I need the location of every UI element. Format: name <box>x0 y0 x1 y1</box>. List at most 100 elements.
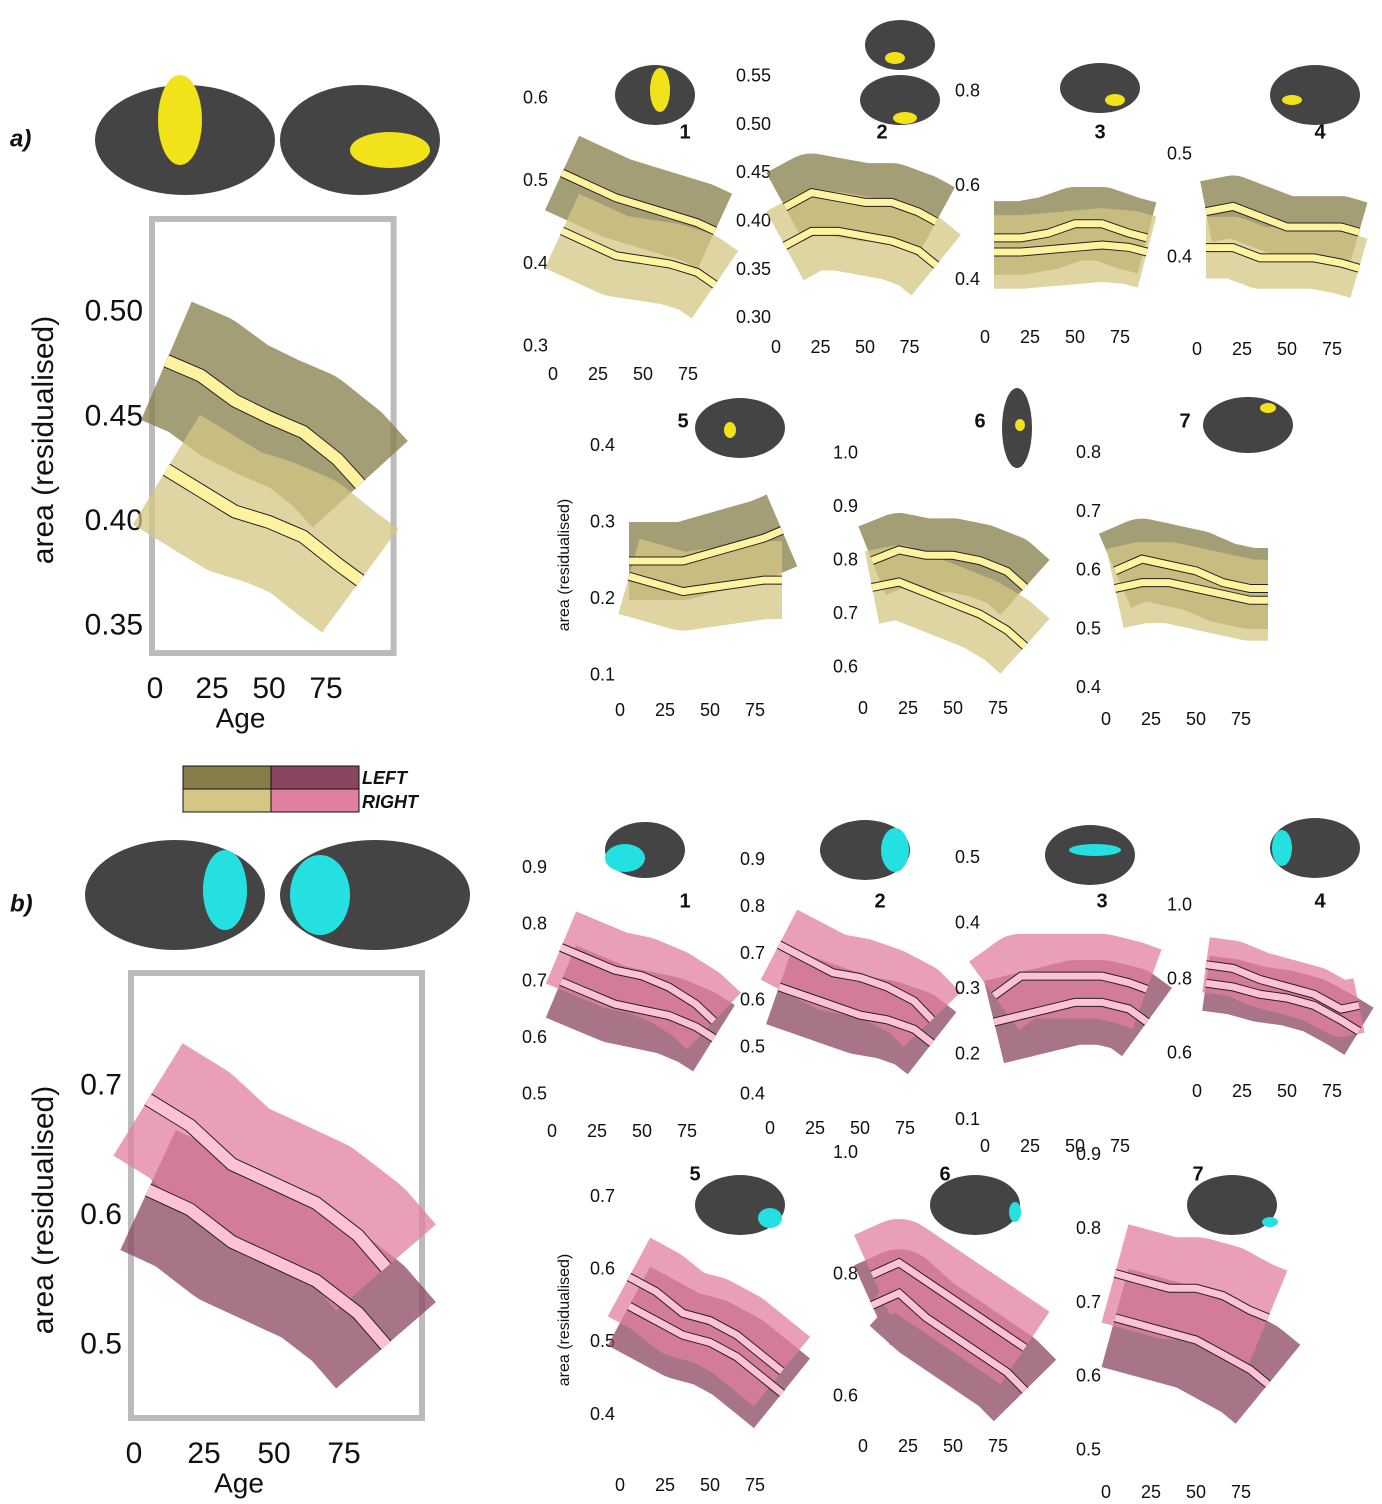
legend-swatch <box>183 766 271 789</box>
brain-icon <box>860 75 940 125</box>
brain-icon <box>1060 63 1140 113</box>
y-tick-label: 0.7 <box>1076 501 1101 521</box>
y-tick-label: 0.3 <box>955 978 980 998</box>
panel-number: 1 <box>679 890 690 912</box>
x-tick-label: 25 <box>1141 709 1161 729</box>
x-tick-label: 25 <box>1141 1482 1161 1502</box>
x-tick-label: 0 <box>765 1118 775 1138</box>
panel-number: 1 <box>679 121 690 143</box>
brain-icon <box>85 840 265 950</box>
y-tick-label: 0.45 <box>736 162 771 182</box>
y-axis-label: area (residualised) <box>27 316 60 564</box>
x-tick-label: 0 <box>548 364 558 384</box>
y-tick-label: 0.5 <box>80 1327 122 1360</box>
y-tick-label: 0.5 <box>1076 618 1101 638</box>
x-tick-label: 50 <box>943 1436 963 1456</box>
y-tick-label: 0.5 <box>522 1084 547 1104</box>
brain-region <box>885 52 905 64</box>
x-tick-label: 25 <box>655 1475 675 1495</box>
y-tick-label: 0.4 <box>590 435 615 455</box>
y-tick-label: 0.6 <box>833 656 858 676</box>
y-tick-label: 0.7 <box>740 943 765 963</box>
y-tick-label: 0.2 <box>590 588 615 608</box>
x-tick-label: 50 <box>700 700 720 720</box>
y-tick-label: 0.6 <box>833 1385 858 1405</box>
x-tick-label: 75 <box>988 698 1008 718</box>
y-tick-label: 1.0 <box>833 442 858 462</box>
brain-region <box>650 68 670 112</box>
x-tick-label: 75 <box>309 672 342 705</box>
y-tick-label: 0.55 <box>736 65 771 85</box>
point-cloud <box>872 582 1025 646</box>
y-tick-label: 0.9 <box>833 496 858 516</box>
y-tick-label: 0.6 <box>1167 1042 1192 1062</box>
brain-icon <box>1002 388 1032 468</box>
x-tick-label: 50 <box>700 1475 720 1495</box>
x-tick-label: 50 <box>1186 709 1206 729</box>
x-tick-label: 50 <box>1065 327 1085 347</box>
x-tick-label: 75 <box>745 700 765 720</box>
y-tick-label: 0.40 <box>736 210 771 230</box>
legend-swatch <box>271 766 359 789</box>
brain-surface <box>695 398 785 458</box>
y-tick-label: 0.6 <box>740 990 765 1010</box>
brain-icon <box>695 398 785 458</box>
brain-region <box>881 828 909 872</box>
x-tick-label: 0 <box>615 700 625 720</box>
brain-icon <box>95 75 275 195</box>
panel-number: 3 <box>1094 121 1105 143</box>
brain-icon <box>1270 818 1360 878</box>
x-tick-label: 25 <box>1232 339 1252 359</box>
y-tick-label: 0.8 <box>955 81 980 101</box>
brain-icon <box>1203 397 1293 453</box>
brain-icon <box>695 1175 785 1235</box>
panel-number: 2 <box>874 890 885 912</box>
brain-region <box>724 422 736 438</box>
x-tick-label: 50 <box>252 672 285 705</box>
brain-region <box>758 1208 782 1228</box>
brain-icon <box>865 20 935 70</box>
y-tick-label: 0.9 <box>1076 1144 1101 1164</box>
y-tick-label: 0.3 <box>590 512 615 532</box>
brain-icon <box>280 85 440 195</box>
y-tick-label: 0.8 <box>522 914 547 934</box>
y-tick-label: 0.2 <box>955 1044 980 1064</box>
x-tick-label: 0 <box>547 1121 557 1141</box>
y-tick-label: 0.4 <box>1167 247 1192 267</box>
x-tick-label: 75 <box>327 1437 360 1470</box>
y-tick-label: 0.6 <box>523 87 548 107</box>
x-tick-label: 75 <box>745 1475 765 1495</box>
y-tick-label: 0.6 <box>1076 1366 1101 1386</box>
y-tick-label: 0.5 <box>740 1037 765 1057</box>
y-tick-label: 0.9 <box>522 857 547 877</box>
panel-number: 4 <box>1314 121 1326 143</box>
y-tick-label: 0.4 <box>1076 677 1101 697</box>
y-tick-label: 0.5 <box>955 847 980 867</box>
brain-region <box>1009 1202 1021 1222</box>
y-tick-label: 0.7 <box>80 1068 122 1101</box>
x-tick-label: 0 <box>771 337 781 357</box>
x-tick-label: 0 <box>147 672 164 705</box>
x-tick-label: 25 <box>588 364 608 384</box>
x-tick-label: 25 <box>1232 1081 1252 1101</box>
x-tick-label: 75 <box>677 1121 697 1141</box>
y-tick-label: 0.8 <box>833 1264 858 1284</box>
y-tick-label: 0.35 <box>736 259 771 279</box>
x-axis-label: Age <box>216 702 266 733</box>
brain-region <box>158 75 202 165</box>
brain-region <box>893 112 917 124</box>
y-tick-label: 0.3 <box>523 335 548 355</box>
x-tick-label: 0 <box>1192 339 1202 359</box>
x-tick-label: 25 <box>898 1436 918 1456</box>
y-tick-label: 0.4 <box>955 912 980 932</box>
x-tick-label: 50 <box>632 1121 652 1141</box>
x-tick-label: 25 <box>1020 1136 1040 1156</box>
legend-label: LEFT <box>362 768 409 788</box>
x-tick-label: 50 <box>1277 1081 1297 1101</box>
legend-label: RIGHT <box>362 792 420 812</box>
brain-region <box>1272 830 1292 866</box>
y-tick-label: 0.4 <box>523 253 548 273</box>
x-tick-label: 25 <box>810 337 830 357</box>
x-tick-label: 25 <box>195 672 228 705</box>
brain-icon <box>280 840 470 950</box>
